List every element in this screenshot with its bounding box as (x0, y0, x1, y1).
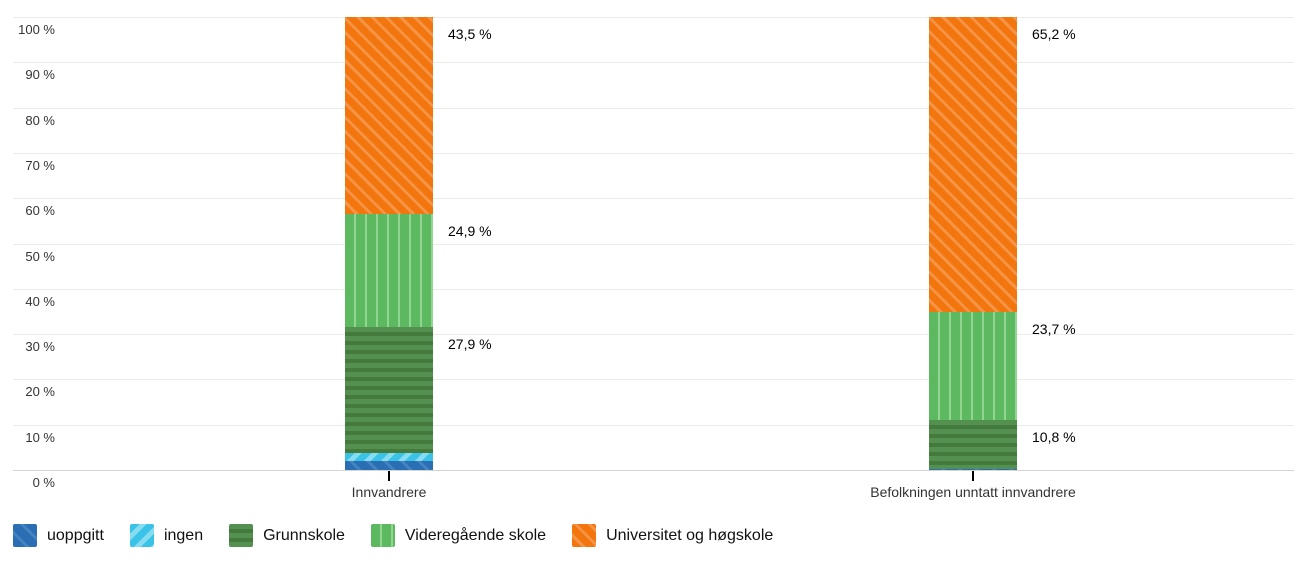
gridline (13, 17, 1294, 18)
legend-item-universitet-og-h-gskole[interactable]: Universitet og høgskole (572, 524, 773, 547)
legend-swatch-grunnskole (229, 524, 254, 547)
bar-segment-grunnskole-innvandrere[interactable] (345, 326, 433, 454)
x-axis-category-label-innvandrere: Innvandrere (351, 484, 427, 500)
x-axis-line (13, 470, 1294, 471)
data-label-videreg-ende-skole-befolkningen-unntatt-innvandrere: 23,7 % (1032, 321, 1076, 337)
legend-item-uoppgitt[interactable]: uoppgitt (13, 524, 104, 547)
gridline (13, 289, 1294, 290)
legend-item-videreg-ende-skole[interactable]: Videregående skole (370, 524, 547, 547)
x-axis-category-label-befolkningen-unntatt-innvandrere: Befolkningen unntatt innvandrere (870, 484, 1076, 500)
legend-label-uoppgitt: uoppgitt (47, 526, 104, 544)
y-axis-tick-label: 30 % (25, 339, 55, 354)
legend-label-videreg-ende-skole: Videregående skole (404, 526, 547, 544)
y-axis-tick-label: 10 % (25, 430, 55, 445)
gridline (13, 108, 1294, 109)
gridline (13, 244, 1294, 245)
bar-segment-uoppgitt-innvandrere[interactable] (345, 460, 433, 470)
gridline (13, 198, 1294, 199)
legend-swatch-uoppgitt (13, 524, 37, 547)
gridline (13, 62, 1294, 63)
legend-swatch-videreg-ende-skole (370, 524, 395, 547)
gridline (13, 425, 1294, 426)
bar-segment-universitet-og-h-gskole-innvandrere[interactable] (345, 17, 433, 215)
y-axis-tick-label: 50 % (25, 249, 55, 264)
legend-swatch-universitet-og-h-gskole (572, 524, 597, 547)
data-label-videreg-ende-skole-innvandrere: 24,9 % (448, 223, 492, 239)
gridline (13, 334, 1294, 335)
y-axis-tick-label: 20 % (25, 384, 55, 399)
data-label-universitet-og-h-gskole-befolkningen-unntatt-innvandrere: 65,2 % (1032, 26, 1076, 42)
data-label-universitet-og-h-gskole-innvandrere: 43,5 % (448, 26, 492, 42)
y-axis-tick-label: 100 % (18, 22, 55, 37)
data-label-grunnskole-befolkningen-unntatt-innvandrere: 10,8 % (1032, 429, 1076, 445)
bar-segment-uoppgitt-befolkningen-unntatt-innvandrere[interactable] (929, 469, 1017, 470)
gridline (13, 153, 1294, 154)
legend-label-ingen: ingen (163, 526, 204, 544)
legend-item-ingen[interactable]: ingen (129, 524, 204, 547)
legend-label-grunnskole: Grunnskole (263, 526, 345, 544)
bar-segment-grunnskole-befolkningen-unntatt-innvandrere[interactable] (929, 419, 1017, 469)
y-axis-tick-label: 70 % (25, 158, 55, 173)
legend-swatch-ingen (129, 524, 154, 547)
legend: uoppgitt ingen Grunnskole Videregående skol… (13, 524, 773, 547)
bar-segment-ingen-innvandrere[interactable] (345, 453, 433, 461)
bar-segment-universitet-og-h-gskole-befolkningen-unntatt-innvandrere[interactable] (929, 17, 1017, 313)
bar-segment-videreg-ende-skole-befolkningen-unntatt-innvandrere[interactable] (929, 312, 1017, 420)
bar-segment-videreg-ende-skole-innvandrere[interactable] (345, 214, 433, 327)
legend-label-universitet-og-h-gskole: Universitet og høgskole (606, 526, 774, 544)
y-axis-tick-label: 90 % (25, 67, 55, 82)
x-axis-tick (972, 471, 974, 481)
gridline (13, 379, 1294, 380)
y-axis-tick-label: 60 % (25, 203, 55, 218)
legend-item-grunnskole[interactable]: Grunnskole (229, 524, 345, 547)
data-label-grunnskole-innvandrere: 27,9 % (448, 336, 492, 352)
x-axis-tick (388, 471, 390, 481)
y-axis-tick-label: 80 % (25, 113, 55, 128)
y-axis-tick-label: 0 % (32, 475, 55, 490)
y-axis-tick-label: 40 % (25, 294, 55, 309)
